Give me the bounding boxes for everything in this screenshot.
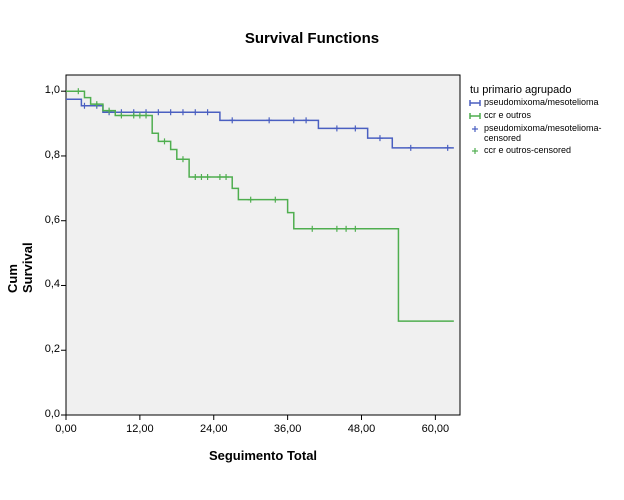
x-tick-label: 24,00 xyxy=(194,423,234,435)
legend-item: pseudomixoma/mesotelioma-censored xyxy=(484,123,624,143)
legend-item: ccr e outros xyxy=(484,110,624,120)
x-tick-label: 12,00 xyxy=(120,423,160,435)
x-tick-label: 36,00 xyxy=(268,423,308,435)
legend-item: ccr e outros-censored xyxy=(484,145,624,155)
x-tick-label: 60,00 xyxy=(415,423,455,435)
y-tick-label: 0,8 xyxy=(28,149,60,161)
y-tick-label: 0,2 xyxy=(28,343,60,355)
chart-svg xyxy=(0,0,624,500)
chart-container: Survival Functions Cum Survival Seguimen… xyxy=(0,0,624,500)
legend-item: pseudomixoma/mesotelioma xyxy=(484,97,624,107)
y-tick-label: 0,0 xyxy=(28,408,60,420)
y-tick-label: 1,0 xyxy=(28,84,60,96)
y-tick-label: 0,6 xyxy=(28,214,60,226)
x-tick-label: 48,00 xyxy=(342,423,382,435)
y-tick-label: 0,4 xyxy=(28,278,60,290)
x-tick-label: 0,00 xyxy=(46,423,86,435)
